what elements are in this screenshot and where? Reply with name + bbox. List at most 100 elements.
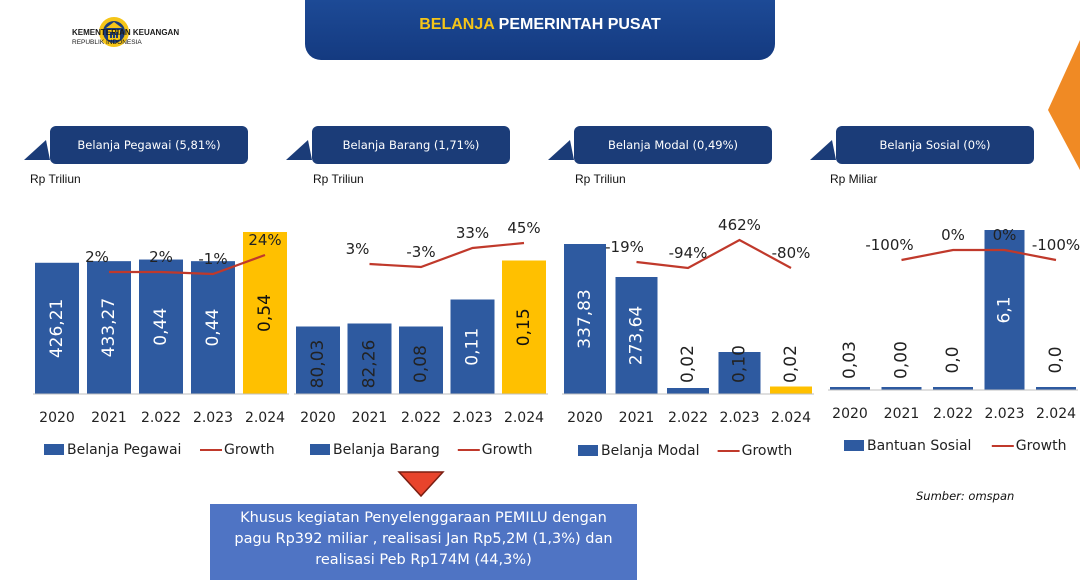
chart-belanja-modal: 337,83 2020 273,64 2021 0,02 2.022 0,10 2.023 0,…: [562, 216, 814, 459]
bar-value-label: 0,03: [840, 341, 860, 379]
bar-2021: [881, 387, 922, 390]
bar-2.024: [243, 232, 287, 394]
growth-label: 0%: [941, 226, 965, 244]
bar-value-label: 82,26: [360, 340, 380, 389]
note-line: realisasi Peb Rp174M (44,3%): [315, 552, 532, 568]
growth-label: 45%: [507, 219, 540, 237]
x-tick-label: 2.024: [245, 410, 285, 426]
x-tick-label: 2.023: [984, 406, 1024, 422]
panel-belanja-modal: Belanja Modal (0,49%) Rp Triliun 337,83 2…: [548, 122, 814, 472]
legend-bar-swatch: [310, 444, 330, 455]
legend-bar-swatch: [44, 444, 64, 455]
growth-line: [109, 253, 266, 276]
unit-label: Rp Triliun: [575, 172, 626, 186]
unit-label: Rp Triliun: [313, 172, 364, 186]
page-title: BELANJA PEMERINTAH PUSAT: [305, 16, 775, 34]
growth-line: [901, 248, 1057, 262]
title-banner: BELANJA PEMERINTAH PUSAT: [305, 0, 775, 60]
growth-label: -1%: [198, 250, 227, 268]
legend-growth-label: Growth: [742, 443, 793, 459]
growth-line: [369, 241, 525, 269]
bar-value-label: 0,0: [1046, 346, 1066, 373]
legend-bar-label: Belanja Modal: [601, 443, 699, 459]
x-tick-label: 2021: [619, 410, 655, 426]
bar-2.022: [139, 259, 183, 394]
bar-2020: [35, 262, 79, 394]
x-tick-label: 2.022: [668, 410, 708, 426]
bar-value-label: 6,1: [995, 296, 1015, 323]
bar-value-label: 0,0: [943, 346, 963, 373]
bar-2.023: [718, 352, 761, 394]
panel-title: Belanja Modal (0,49%): [574, 126, 772, 164]
org-subname: REPUBLIK INDONESIA: [72, 39, 142, 46]
unit-label: Rp Miliar: [830, 172, 878, 186]
panel-title: Belanja Barang (1,71%): [312, 126, 510, 164]
down-arrow-icon: [397, 471, 445, 498]
bar-2.023: [984, 230, 1025, 390]
growth-line: [636, 238, 792, 270]
org-name: KEMENTERIAN KEUANGAN: [72, 28, 180, 37]
bar-value-label: 426,21: [47, 299, 67, 358]
panel-belanja-pegawai: Belanja Pegawai (5,81%) Rp Triliun 426,2…: [24, 122, 289, 472]
legend-growth-label: Growth: [224, 442, 275, 458]
bar-value-label: 433,27: [99, 298, 119, 357]
growth-label: -94%: [669, 244, 708, 262]
title-rest: PEMERINTAH PUSAT: [494, 16, 661, 33]
x-tick-label: 2021: [91, 410, 127, 426]
x-tick-label: 2021: [352, 410, 388, 426]
x-tick-label: 2.024: [771, 410, 811, 426]
bar-value-label: 0,44: [203, 309, 223, 347]
growth-label: 0%: [993, 226, 1017, 244]
bar-2.022: [667, 388, 709, 394]
legend-bar-swatch: [844, 440, 864, 451]
panel-belanja-barang: Belanja Barang (1,71%) Rp Triliun 80,03 2…: [286, 122, 548, 472]
bar-value-label: 0,02: [781, 345, 801, 383]
x-tick-label: 2020: [300, 410, 336, 426]
growth-label: -80%: [772, 244, 811, 262]
bar-value-label: 337,83: [575, 289, 595, 348]
x-tick-label: 2.023: [452, 410, 492, 426]
bar-2.024: [502, 260, 546, 394]
legend-bar-label: Belanja Barang: [333, 442, 440, 458]
growth-label: 24%: [248, 231, 281, 249]
x-tick-label: 2021: [884, 406, 920, 422]
growth-label: 3%: [346, 240, 370, 258]
bar-value-label: 0,08: [411, 345, 431, 383]
bar-2021: [615, 277, 658, 394]
legend-growth-label: Growth: [1016, 438, 1067, 454]
growth-label: -3%: [406, 243, 435, 261]
growth-label: 2%: [85, 248, 109, 266]
growth-label: 462%: [718, 216, 761, 234]
legend-growth-label: Growth: [482, 442, 533, 458]
bar-2020: [296, 326, 340, 394]
growth-label: -100%: [1032, 236, 1080, 254]
chart-belanja-pegawai: 426,21 2020 433,27 2021 0,44 2.022 0,44 2.023 0,…: [33, 231, 289, 458]
bar-value-label: 0,54: [255, 294, 275, 332]
bar-value-label: 0,02: [678, 345, 698, 383]
x-tick-label: 2.023: [719, 410, 759, 426]
bar-2020: [564, 244, 606, 394]
bar-2.022: [399, 326, 443, 394]
kemenkeu-logo: [99, 17, 129, 47]
chart-belanja-barang: 80,03 2020 82,26 2021 0,08 2.022 0,11 2.023 0,15…: [294, 219, 548, 458]
bar-2021: [347, 323, 392, 394]
note-line: Khusus kegiatan Penyelenggaraan PEMILU d…: [240, 510, 607, 526]
bar-2021: [87, 261, 131, 394]
x-tick-label: 2.024: [504, 410, 544, 426]
panel-title: Belanja Pegawai (5,81%): [50, 126, 248, 164]
title-highlight: BELANJA: [419, 16, 495, 33]
growth-label: 2%: [149, 248, 173, 266]
bar-2.022: [933, 387, 973, 390]
bar-2.023: [450, 299, 495, 394]
growth-label: -19%: [605, 238, 644, 256]
source-label: Sumber: omspan: [916, 489, 1015, 503]
bar-2020: [830, 387, 870, 390]
x-tick-label: 2.022: [933, 406, 973, 422]
bar-value-label: 80,03: [308, 340, 328, 389]
legend-bar-label: Belanja Pegawai: [67, 442, 181, 458]
x-tick-label: 2.022: [401, 410, 441, 426]
legend-bar-swatch: [578, 445, 598, 456]
bar-value-label: 273,64: [627, 306, 647, 365]
x-tick-label: 2.023: [193, 410, 233, 426]
growth-label: -100%: [865, 236, 913, 254]
